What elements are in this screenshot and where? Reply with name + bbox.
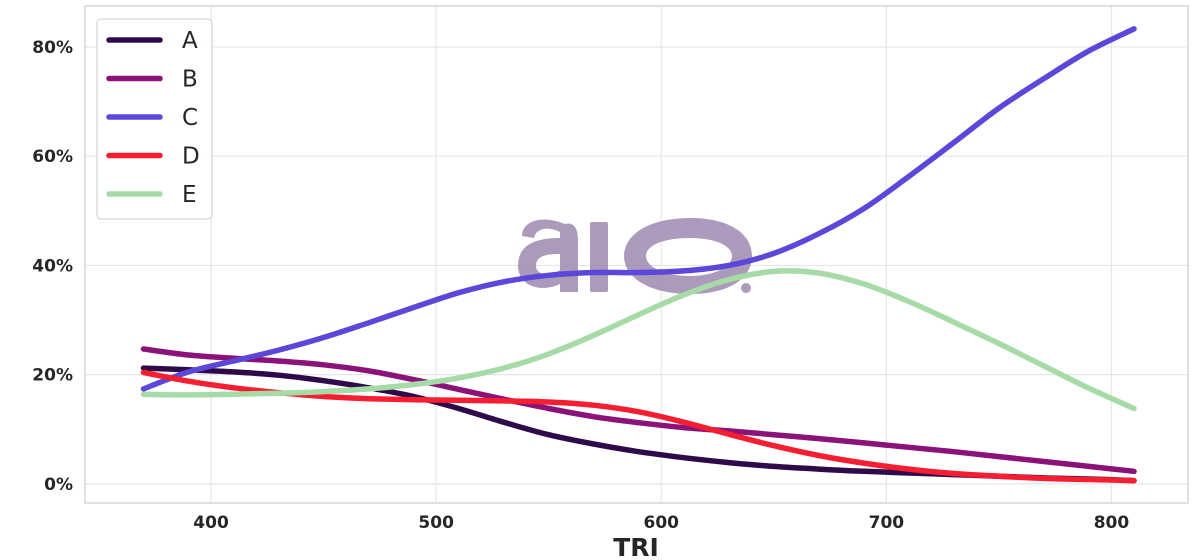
y-tick-label: 60% (32, 147, 73, 167)
legend-label-d: D (182, 144, 200, 170)
x-axis-title: TRI (613, 533, 659, 560)
y-tick-label: 20% (32, 366, 73, 386)
x-tick-label: 800 (1094, 513, 1130, 533)
legend-label-e: E (182, 182, 197, 208)
series-lines (140, 26, 1137, 484)
legend-label-b: B (182, 67, 198, 93)
series-line-b (140, 346, 1137, 475)
legend-label-c: C (182, 105, 198, 131)
series-line-d (140, 369, 1137, 484)
legend-label-a: A (182, 28, 198, 54)
y-tick-label: 40% (32, 256, 73, 276)
y-tick-labels: 0% 20% 40% 60% 80% (32, 38, 73, 495)
y-tick-label: 0% (44, 475, 73, 495)
x-tick-label: 700 (869, 513, 905, 533)
x-tick-labels: 400 500 600 700 800 (193, 513, 1129, 533)
y-tick-label: 80% (32, 38, 73, 58)
series-line-e (140, 268, 1137, 412)
x-tick-label: 400 (193, 513, 229, 533)
x-tick-label: 500 (418, 513, 454, 533)
x-tick-label: 600 (644, 513, 680, 533)
plot-frame (84, 5, 1189, 504)
series-line-c (140, 26, 1137, 392)
